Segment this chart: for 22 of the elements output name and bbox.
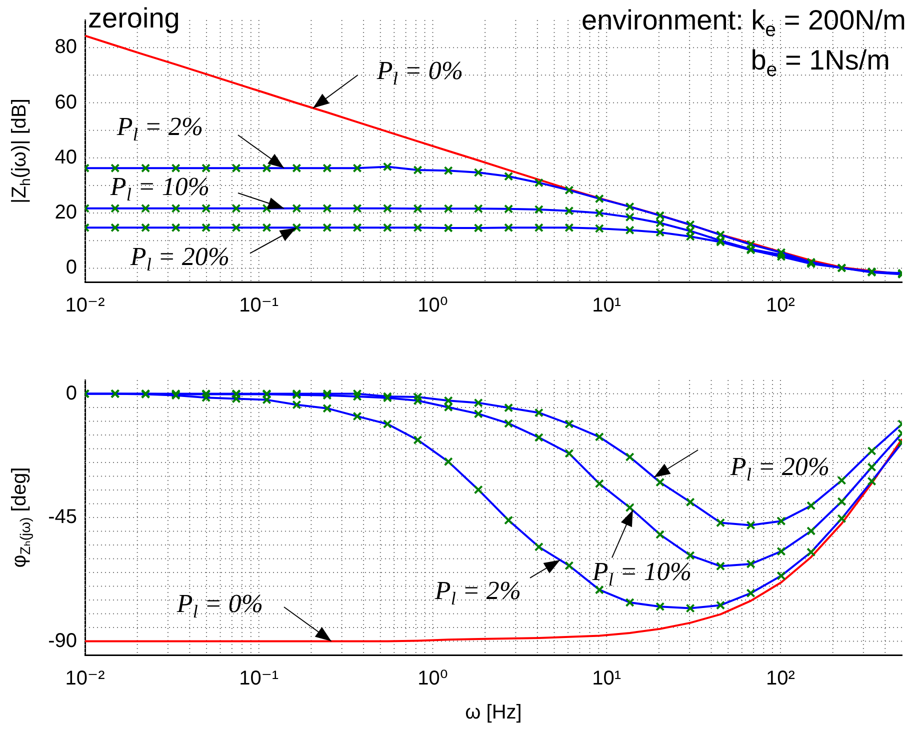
x-tick-label: 10⁻¹ [239,668,279,690]
y-tick-label: 0 [66,382,77,404]
y-axis-title: φZₕ(jω) [deg] [8,467,33,568]
y-tick-label: 40 [54,146,77,168]
x-tick-label: 10⁻² [65,668,106,690]
y-tick-label: 20 [54,202,77,224]
x-tick-label: 10¹ [592,668,622,690]
y-axis-title: |Zh(jω)| [dB] [8,98,33,204]
x-tick-label: 10¹ [592,294,622,317]
x-tick-label: 10⁻² [65,294,106,317]
annotation: zeroing [88,2,180,34]
y-tick-label: 60 [54,91,77,114]
x-axis-title: ω [Hz] [465,702,522,724]
y-tick-label: 0 [66,256,77,279]
x-tick-label: 10² [766,668,796,690]
y-tick-label: 80 [54,36,77,58]
x-tick-label: 10⁻¹ [239,294,279,317]
y-tick-label: -90 [48,630,77,652]
x-tick-label: 10⁰ [418,668,448,690]
x-tick-label: 10⁰ [418,294,448,317]
y-tick-label: -45 [48,506,77,528]
x-tick-label: 10² [766,294,796,317]
